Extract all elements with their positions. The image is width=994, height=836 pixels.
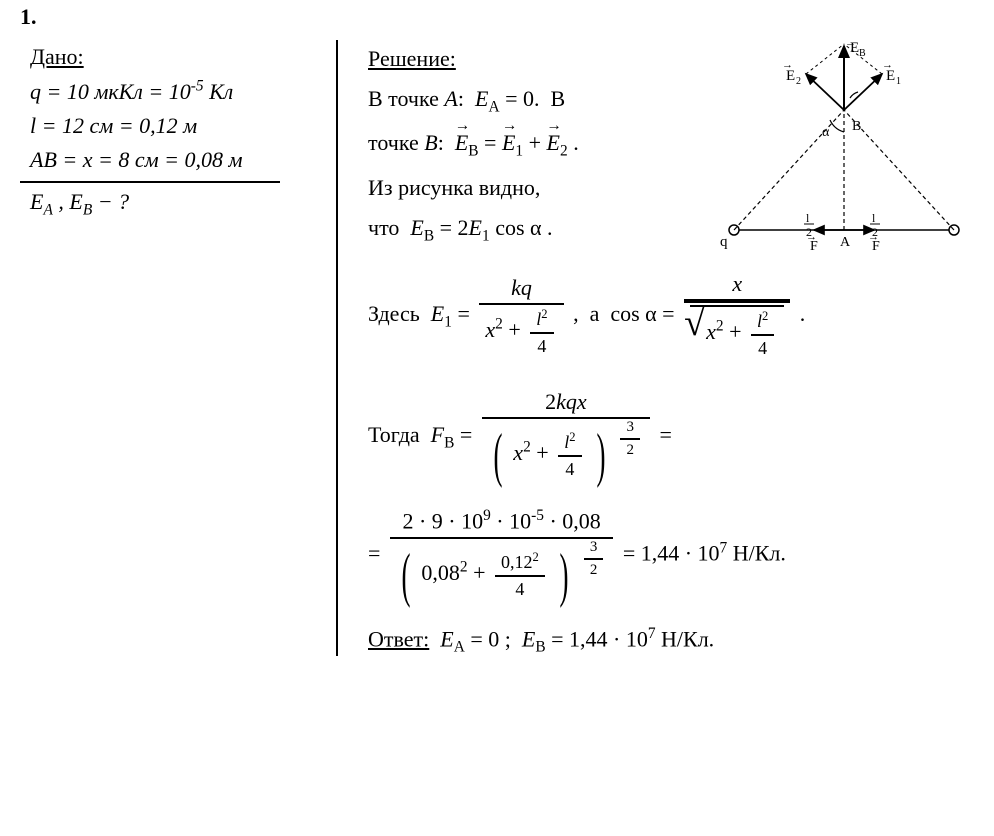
frac-cos: x x2 + l2 4	[684, 271, 790, 361]
given-ab: AB = x = 8 см = 0,08 м	[30, 147, 243, 172]
svg-text:B: B	[852, 119, 861, 134]
given-rule	[20, 181, 280, 183]
frac-numeric: 2 · 9 · 109 · 10-5 · 0,08 ( 0,082 + 0,12…	[390, 507, 613, 604]
svg-text:2: 2	[796, 76, 801, 87]
e1-cos-line: Здесь E1 = kq x2 + l2 4 , а cos α = x	[368, 271, 994, 361]
frac-fb: 2kqx ( x2 + l2 4 ) 32	[482, 389, 650, 485]
svg-text:→: →	[806, 231, 817, 243]
svg-text:B: B	[859, 48, 866, 59]
svg-text:→: →	[868, 231, 879, 243]
svg-text:l: l	[806, 211, 810, 225]
svg-text:1: 1	[896, 76, 901, 87]
svg-text:A: A	[840, 235, 851, 250]
answer-line: Ответ: EA = 0 ; EB = 1,44 · 107 Н/Кл.	[368, 625, 994, 657]
problem-number: 1.	[20, 4, 37, 30]
solution-heading: Решение:	[368, 46, 456, 71]
numeric-line: = 2 · 9 · 109 · 10-5 · 0,08 ( 0,082 + 0,…	[368, 507, 994, 604]
answer-label: Ответ:	[368, 626, 429, 651]
svg-text:l: l	[872, 211, 876, 225]
given-heading: Дано:	[30, 44, 84, 69]
two-column-layout: Дано: q = 10 мкКл = 10-5 Кл l = 12 см = …	[20, 40, 994, 656]
svg-text:→: →	[882, 59, 893, 71]
svg-text:→: →	[845, 40, 856, 49]
page: 1. Дано: q = 10 мкКл = 10-5 Кл l = 12 см…	[0, 0, 994, 836]
svg-text:α: α	[822, 125, 830, 140]
vector-diagram: E B → E 1 → E 2 → α B A l 2 l	[714, 40, 974, 270]
svg-text:→: →	[782, 59, 793, 71]
find-line: EA , EB − ?	[30, 189, 129, 214]
fb-line: Тогда FB = 2kqx ( x2 + l2 4 )	[368, 389, 994, 485]
given-column: Дано: q = 10 мкКл = 10-5 Кл l = 12 см = …	[20, 40, 338, 656]
given-l: l = 12 см = 0,12 м	[30, 113, 197, 138]
frac-e1: kq x2 + l2 4	[479, 275, 563, 357]
svg-text:q: q	[720, 234, 728, 250]
solution-column: Решение: В точке A: EA = 0. В точке B: E…	[338, 40, 994, 656]
given-q: q = 10 мкКл = 10-5 Кл	[30, 79, 233, 104]
